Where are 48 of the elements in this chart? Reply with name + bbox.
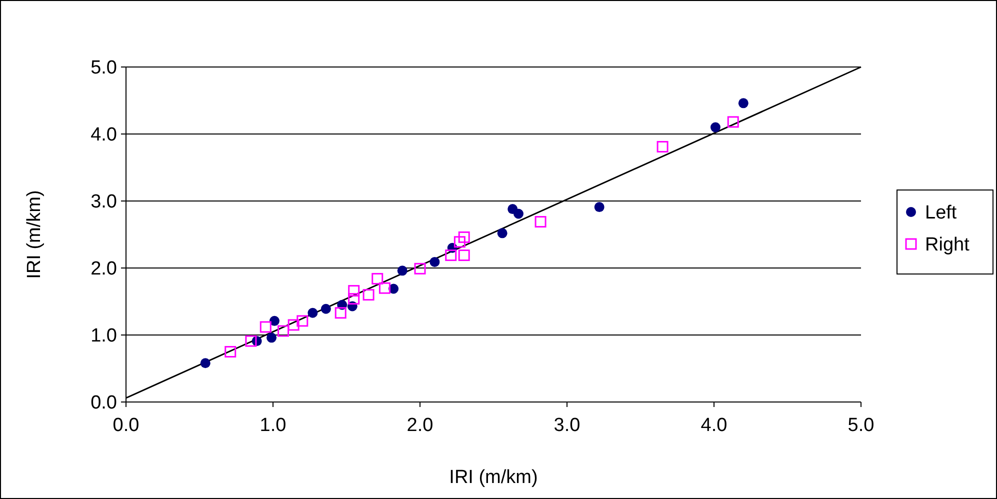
x-axis-title: IRI (m/km) xyxy=(449,467,538,488)
point xyxy=(738,98,748,108)
point xyxy=(266,332,277,343)
x-tick-label: 3.0 xyxy=(554,415,580,436)
point xyxy=(534,216,546,228)
point xyxy=(458,250,470,262)
point xyxy=(372,272,384,284)
point xyxy=(594,202,604,212)
point xyxy=(334,307,346,319)
x-tick-label: 5.0 xyxy=(848,415,874,436)
point xyxy=(458,231,470,243)
point xyxy=(320,304,331,314)
y-tick-label: 1.0 xyxy=(90,326,117,347)
point xyxy=(362,289,374,301)
y-tick-label: 5.0 xyxy=(90,58,117,79)
point xyxy=(414,262,426,274)
point xyxy=(278,325,290,337)
point xyxy=(245,335,257,347)
x-tick-label: 0.0 xyxy=(112,415,140,436)
point xyxy=(260,321,272,333)
y-tick-label: 2.0 xyxy=(90,258,117,280)
point xyxy=(308,308,318,318)
y-axis-title: IRI (m/km) xyxy=(24,190,45,279)
point xyxy=(378,282,390,294)
point xyxy=(200,358,210,368)
point xyxy=(710,122,720,132)
point xyxy=(269,316,280,326)
x-tick-label: 4.0 xyxy=(700,415,728,436)
point xyxy=(513,208,524,219)
y-tick-label: 4.0 xyxy=(90,124,117,146)
point xyxy=(348,293,360,305)
point xyxy=(224,346,236,358)
point xyxy=(445,250,457,262)
point xyxy=(296,315,308,327)
point xyxy=(348,285,360,297)
x-tick-label: 2.0 xyxy=(406,415,434,436)
x-tick-label: 1.0 xyxy=(260,415,286,436)
point xyxy=(497,228,508,238)
point xyxy=(454,236,466,248)
point xyxy=(430,256,440,267)
point xyxy=(288,319,300,331)
point xyxy=(656,140,668,152)
legend-label: Left xyxy=(925,202,958,224)
point xyxy=(727,116,739,128)
y-tick-label: 0.0 xyxy=(90,392,117,414)
point xyxy=(397,266,408,276)
legend-label: Right xyxy=(925,234,970,256)
y-tick-label: 3.0 xyxy=(90,192,117,213)
